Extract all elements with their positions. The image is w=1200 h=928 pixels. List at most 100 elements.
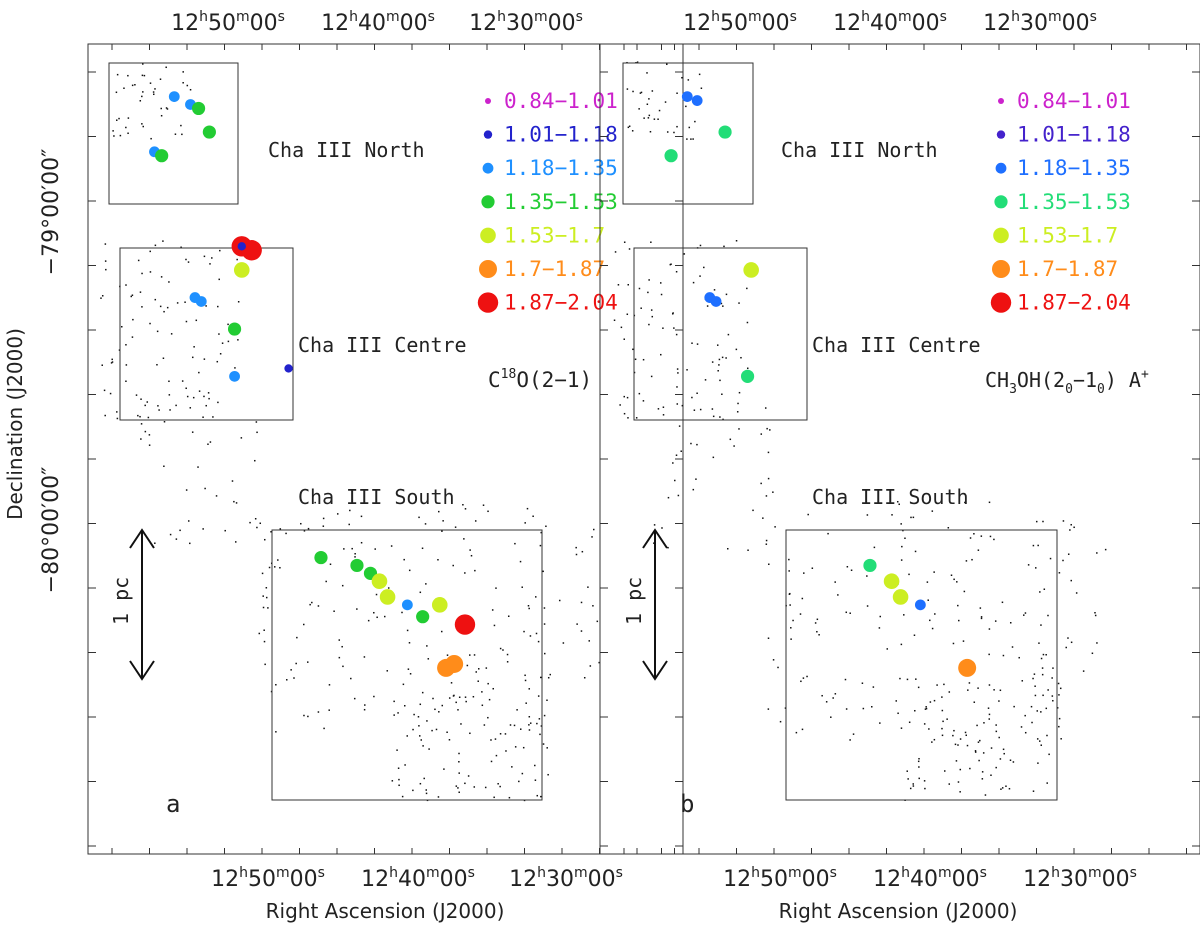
panel-b-speck <box>1091 652 1094 655</box>
panel-a-speck <box>275 731 277 733</box>
panel-b-speck <box>969 767 971 770</box>
panel-a-speck <box>528 729 531 731</box>
panel-b-speck <box>913 634 916 636</box>
panel-b-speck <box>928 728 930 730</box>
region-label-north-b: Cha III North <box>781 138 938 162</box>
panel-a-speck <box>141 272 143 275</box>
panel-b-speck <box>765 543 768 545</box>
panel-b-speck <box>647 291 649 294</box>
panel-a-speck <box>189 88 192 91</box>
panel-a-speck <box>524 522 526 524</box>
panel-b-speck <box>830 716 832 718</box>
panel-a-legend-marker <box>477 292 499 313</box>
panel-a-speck <box>401 795 404 798</box>
panel-a-speck <box>397 767 400 769</box>
panel-a-speck <box>514 542 516 545</box>
panel-a-speck <box>142 91 144 93</box>
panel-a-speck <box>101 364 103 366</box>
panel-a-speck <box>516 709 518 711</box>
panel-b-speck <box>802 677 805 679</box>
panel-a-speck <box>209 441 212 443</box>
panel-b-speck <box>669 263 672 266</box>
panel-a-legend-marker <box>483 130 493 139</box>
panel-b-speck <box>722 305 724 307</box>
panel-b-speck <box>953 578 955 581</box>
panel-a-speck <box>112 130 114 132</box>
panel-b-speck <box>1060 738 1062 740</box>
panel-a-speck <box>165 107 168 109</box>
panel-b-speck <box>965 560 968 562</box>
panel-b-speck <box>711 408 714 410</box>
panel-b-speck <box>738 302 740 304</box>
panel-b-speck <box>640 91 643 94</box>
panel-a-speck <box>434 708 436 711</box>
panel-b-speck <box>1073 526 1075 529</box>
panel-a-speck <box>104 260 107 262</box>
panel-b-ticks <box>600 44 1200 854</box>
panel-b-speck <box>658 109 661 112</box>
dec-tick-label-80: −80°00′00″ <box>39 467 64 594</box>
panel-a-speck <box>125 364 128 366</box>
panel-a-speck <box>499 733 502 735</box>
panel-b-speck <box>931 510 934 512</box>
panel-b-speck <box>690 138 692 140</box>
panel-b-speck <box>918 777 920 780</box>
bottom-ra-tick-labels: 12h50m00s 12h40m00s 12h30m00s 12h50m00s 12h4… <box>211 865 1137 892</box>
panel-b-speck <box>704 379 707 381</box>
panel-a-speck <box>182 71 184 73</box>
panel-b-legend-label: 0.84−1.01 <box>1017 89 1131 113</box>
panel-a-speck <box>116 417 119 420</box>
panel-b-speck <box>917 760 920 763</box>
panel-a-speck <box>441 704 444 707</box>
panel-a-speck <box>131 294 134 296</box>
panel-b-speck <box>1034 685 1036 687</box>
panel-b-speck <box>1042 520 1044 523</box>
panel-a-speck <box>134 84 136 86</box>
panel-b-speck <box>664 101 667 103</box>
panel-b-speck <box>799 613 802 615</box>
panel-b-speck <box>990 774 992 776</box>
panel-a-speck <box>143 74 146 77</box>
panel-b-speck <box>1067 637 1069 639</box>
panel-a-point <box>202 125 216 139</box>
panel-b-speck <box>1041 673 1044 676</box>
panel-a-speck <box>215 495 218 497</box>
panel-b-speck <box>1035 567 1037 569</box>
panel-b-speck <box>988 653 990 656</box>
panel-b-speck <box>646 103 649 106</box>
panel-b-emission-contours <box>613 61 1107 801</box>
panel-a-speck <box>162 240 164 242</box>
ra-tick-bottom-1-1: 12h40m00s <box>873 865 987 892</box>
panel-b-speck <box>993 538 995 541</box>
panel-b-legend-marker <box>990 292 1012 313</box>
panel-a-speck <box>111 361 114 363</box>
panel-a-speck <box>575 553 578 556</box>
panel-a-speck <box>227 340 230 343</box>
panel-a-speck <box>168 394 171 396</box>
panel-b-speck <box>1024 612 1027 614</box>
panel-a-speck <box>508 796 511 799</box>
panel-b-speck <box>929 701 932 703</box>
panel-a-speck <box>152 93 155 96</box>
panel-a-speck <box>262 606 265 609</box>
panel-a-ticks <box>88 44 683 854</box>
panel-a-speck <box>144 430 147 433</box>
points-a <box>149 91 476 677</box>
panel-a-speck <box>492 687 494 690</box>
panel-b-speck <box>765 495 768 497</box>
panel-a-speck <box>493 796 495 799</box>
panel-a-point <box>155 149 169 163</box>
panel-b-speck <box>764 407 767 409</box>
panel-a-speck <box>406 735 408 737</box>
panel-b-speck <box>1031 721 1033 724</box>
panel-b-speck <box>955 760 958 762</box>
panel-b-speck <box>845 611 848 614</box>
panel-a-speck <box>132 318 134 321</box>
panel-b-speck <box>923 780 926 782</box>
panel-b-speck <box>896 500 899 503</box>
panel-b-speck <box>772 491 774 493</box>
panel-a-speck <box>224 529 226 532</box>
panel-b-speck <box>617 284 620 286</box>
panel-b-speck <box>909 787 912 790</box>
